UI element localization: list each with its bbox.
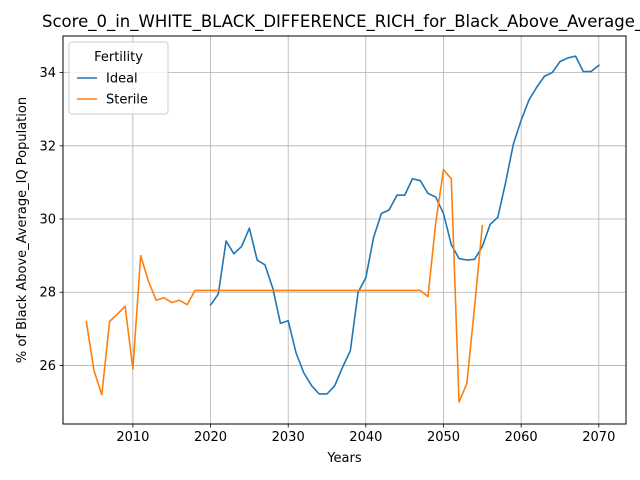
grid-lines [63, 36, 626, 424]
series-line-sterile [85, 168, 484, 403]
x-axis-ticks: 2010 2020 2030 2040 2050 2060 2070 [116, 424, 615, 445]
series-layer [85, 55, 600, 403]
y-axis-label: % of Black Above_Average_IQ Population [15, 97, 30, 363]
plot-area-frame [62, 35, 627, 425]
x-tick-label: 2050 [427, 430, 460, 445]
x-tick-label: 2020 [194, 430, 227, 445]
x-axis-label: Years [326, 451, 362, 466]
y-tick-label: 34 [39, 66, 56, 81]
legend-box [68, 41, 169, 115]
x-tick-label: 2030 [272, 430, 305, 445]
y-axis-ticks: 26 28 30 32 34 [39, 66, 63, 374]
y-tick-label: 30 [39, 213, 56, 228]
legend-title: Fertility [94, 50, 143, 65]
chart-title: Score_0_in_WHITE_BLACK_DIFFERENCE_RICH_f… [42, 12, 640, 32]
x-tick-label: 2060 [505, 430, 538, 445]
x-tick-label: 2010 [116, 430, 149, 445]
y-tick-label: 26 [39, 359, 56, 374]
x-tick-label: 2040 [349, 430, 382, 445]
legend: Fertility Ideal Sterile [68, 41, 169, 115]
y-tick-label: 32 [39, 139, 56, 154]
y-tick-label: 28 [39, 286, 56, 301]
legend-entry-sterile: Sterile [106, 93, 148, 108]
legend-entry-ideal: Ideal [106, 72, 138, 87]
series-line-ideal [209, 55, 600, 395]
x-tick-label: 2070 [582, 430, 615, 445]
